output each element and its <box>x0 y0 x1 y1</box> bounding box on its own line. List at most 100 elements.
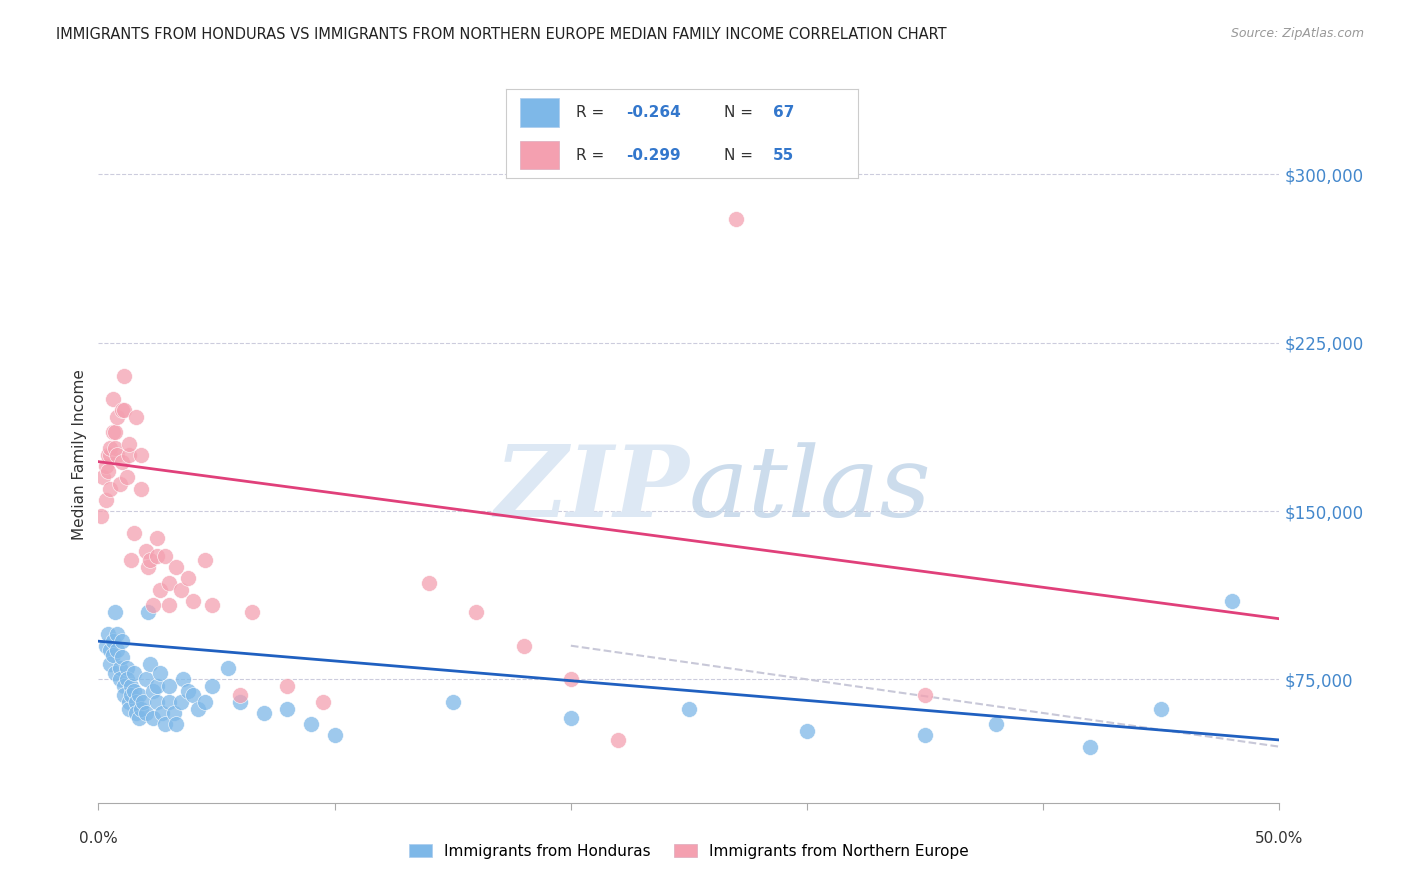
Point <box>118 436 141 450</box>
Legend: Immigrants from Honduras, Immigrants from Northern Europe: Immigrants from Honduras, Immigrants fro… <box>404 838 974 864</box>
Point <box>512 639 534 653</box>
Point <box>984 717 1007 731</box>
Point <box>115 673 138 687</box>
Point <box>98 643 121 657</box>
Point <box>101 392 124 406</box>
Point <box>121 688 143 702</box>
Point <box>112 369 135 384</box>
Point <box>1220 594 1243 608</box>
Point <box>165 560 187 574</box>
Point <box>323 729 346 743</box>
Point <box>177 683 200 698</box>
Point <box>139 553 162 567</box>
Point <box>132 695 155 709</box>
Point <box>94 492 117 507</box>
FancyBboxPatch shape <box>520 141 560 169</box>
Point <box>150 706 173 720</box>
Point <box>560 673 582 687</box>
Point <box>105 409 128 424</box>
Point <box>111 634 134 648</box>
Point <box>153 549 176 563</box>
Point <box>276 679 298 693</box>
Point <box>312 695 335 709</box>
Point <box>229 695 252 709</box>
Text: 50.0%: 50.0% <box>1256 830 1303 846</box>
Point <box>136 605 159 619</box>
Point <box>465 605 488 619</box>
Point <box>104 425 127 440</box>
Point <box>129 482 152 496</box>
Point <box>105 643 128 657</box>
Point <box>725 212 748 227</box>
Point <box>170 695 193 709</box>
Point <box>157 679 180 693</box>
Point <box>240 605 263 619</box>
Point <box>104 605 127 619</box>
Point <box>165 717 187 731</box>
Point <box>125 409 148 424</box>
Point <box>112 403 135 417</box>
Point <box>115 661 138 675</box>
Point <box>118 448 141 462</box>
Point <box>149 582 172 597</box>
Point <box>796 723 818 738</box>
Text: 0.0%: 0.0% <box>79 830 118 846</box>
Point <box>97 464 120 478</box>
Point <box>142 710 165 724</box>
Y-axis label: Median Family Income: Median Family Income <box>72 369 87 541</box>
Point <box>97 448 120 462</box>
Point <box>118 701 141 715</box>
Point <box>111 649 134 664</box>
Point <box>181 594 204 608</box>
Point <box>135 673 157 687</box>
Point <box>146 679 169 693</box>
Text: atlas: atlas <box>689 442 932 537</box>
Text: Source: ZipAtlas.com: Source: ZipAtlas.com <box>1230 27 1364 40</box>
Point <box>108 661 131 675</box>
Point <box>172 673 194 687</box>
Point <box>142 599 165 613</box>
Point <box>139 657 162 671</box>
Point <box>98 441 121 455</box>
Point <box>441 695 464 709</box>
Point <box>112 688 135 702</box>
Text: R =: R = <box>576 148 610 162</box>
Point <box>101 648 124 662</box>
Point <box>914 729 936 743</box>
Point <box>97 627 120 641</box>
Point <box>157 695 180 709</box>
Point <box>607 733 630 747</box>
Point <box>111 403 134 417</box>
Point <box>94 459 117 474</box>
Point <box>94 639 117 653</box>
Point <box>108 477 131 491</box>
Point <box>146 695 169 709</box>
Point <box>678 701 700 715</box>
Point <box>177 571 200 585</box>
Point <box>112 679 135 693</box>
Point <box>128 710 150 724</box>
Point <box>157 575 180 590</box>
Point <box>101 634 124 648</box>
Text: R =: R = <box>576 105 610 120</box>
Point <box>122 526 145 541</box>
Point <box>146 531 169 545</box>
Point <box>135 706 157 720</box>
Point <box>560 710 582 724</box>
Point <box>128 688 150 702</box>
Point <box>129 701 152 715</box>
Point <box>142 683 165 698</box>
Point <box>90 508 112 523</box>
Point <box>108 673 131 687</box>
Text: IMMIGRANTS FROM HONDURAS VS IMMIGRANTS FROM NORTHERN EUROPE MEDIAN FAMILY INCOME: IMMIGRANTS FROM HONDURAS VS IMMIGRANTS F… <box>56 27 946 42</box>
Point <box>194 553 217 567</box>
Point <box>135 544 157 558</box>
Text: -0.264: -0.264 <box>626 105 681 120</box>
FancyBboxPatch shape <box>520 98 560 127</box>
Point <box>91 470 114 484</box>
Point <box>276 701 298 715</box>
Point <box>181 688 204 702</box>
Point <box>104 665 127 680</box>
Point <box>153 717 176 731</box>
Point <box>163 706 186 720</box>
